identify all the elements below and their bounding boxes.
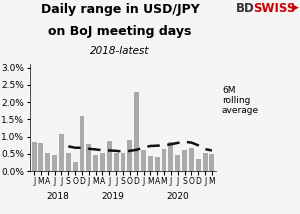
Bar <box>168 142 173 171</box>
Bar <box>182 150 187 171</box>
Bar <box>175 155 180 171</box>
Bar <box>66 153 71 171</box>
Bar <box>93 155 98 171</box>
Bar <box>59 134 64 171</box>
Bar <box>141 150 146 171</box>
Bar <box>73 162 78 171</box>
Text: Daily range in USD/JPY: Daily range in USD/JPY <box>40 3 200 16</box>
Text: on BoJ meeting days: on BoJ meeting days <box>48 25 192 38</box>
Bar <box>202 153 208 171</box>
Bar <box>189 148 194 171</box>
Bar <box>121 153 125 171</box>
Bar <box>100 153 105 171</box>
Text: 2018-latest: 2018-latest <box>90 46 150 56</box>
Bar <box>128 140 132 171</box>
Bar <box>80 116 84 171</box>
Bar <box>209 154 214 171</box>
Text: SWISS: SWISS <box>254 2 296 15</box>
Bar <box>196 159 201 171</box>
Text: 2018: 2018 <box>46 192 70 201</box>
Text: 2019: 2019 <box>101 192 124 201</box>
Text: 2020: 2020 <box>166 192 189 201</box>
Bar <box>86 144 91 171</box>
Text: BD: BD <box>236 2 254 15</box>
Text: ▶: ▶ <box>292 3 298 12</box>
Text: 6M
rolling
average: 6M rolling average <box>222 86 259 116</box>
Bar <box>134 92 139 171</box>
Bar <box>32 142 37 171</box>
Bar <box>148 156 153 171</box>
Bar <box>114 153 118 171</box>
Bar <box>162 149 167 171</box>
Bar <box>45 153 50 171</box>
Bar <box>38 143 43 171</box>
Bar <box>155 157 160 171</box>
Bar <box>52 155 57 171</box>
Bar <box>107 141 112 171</box>
